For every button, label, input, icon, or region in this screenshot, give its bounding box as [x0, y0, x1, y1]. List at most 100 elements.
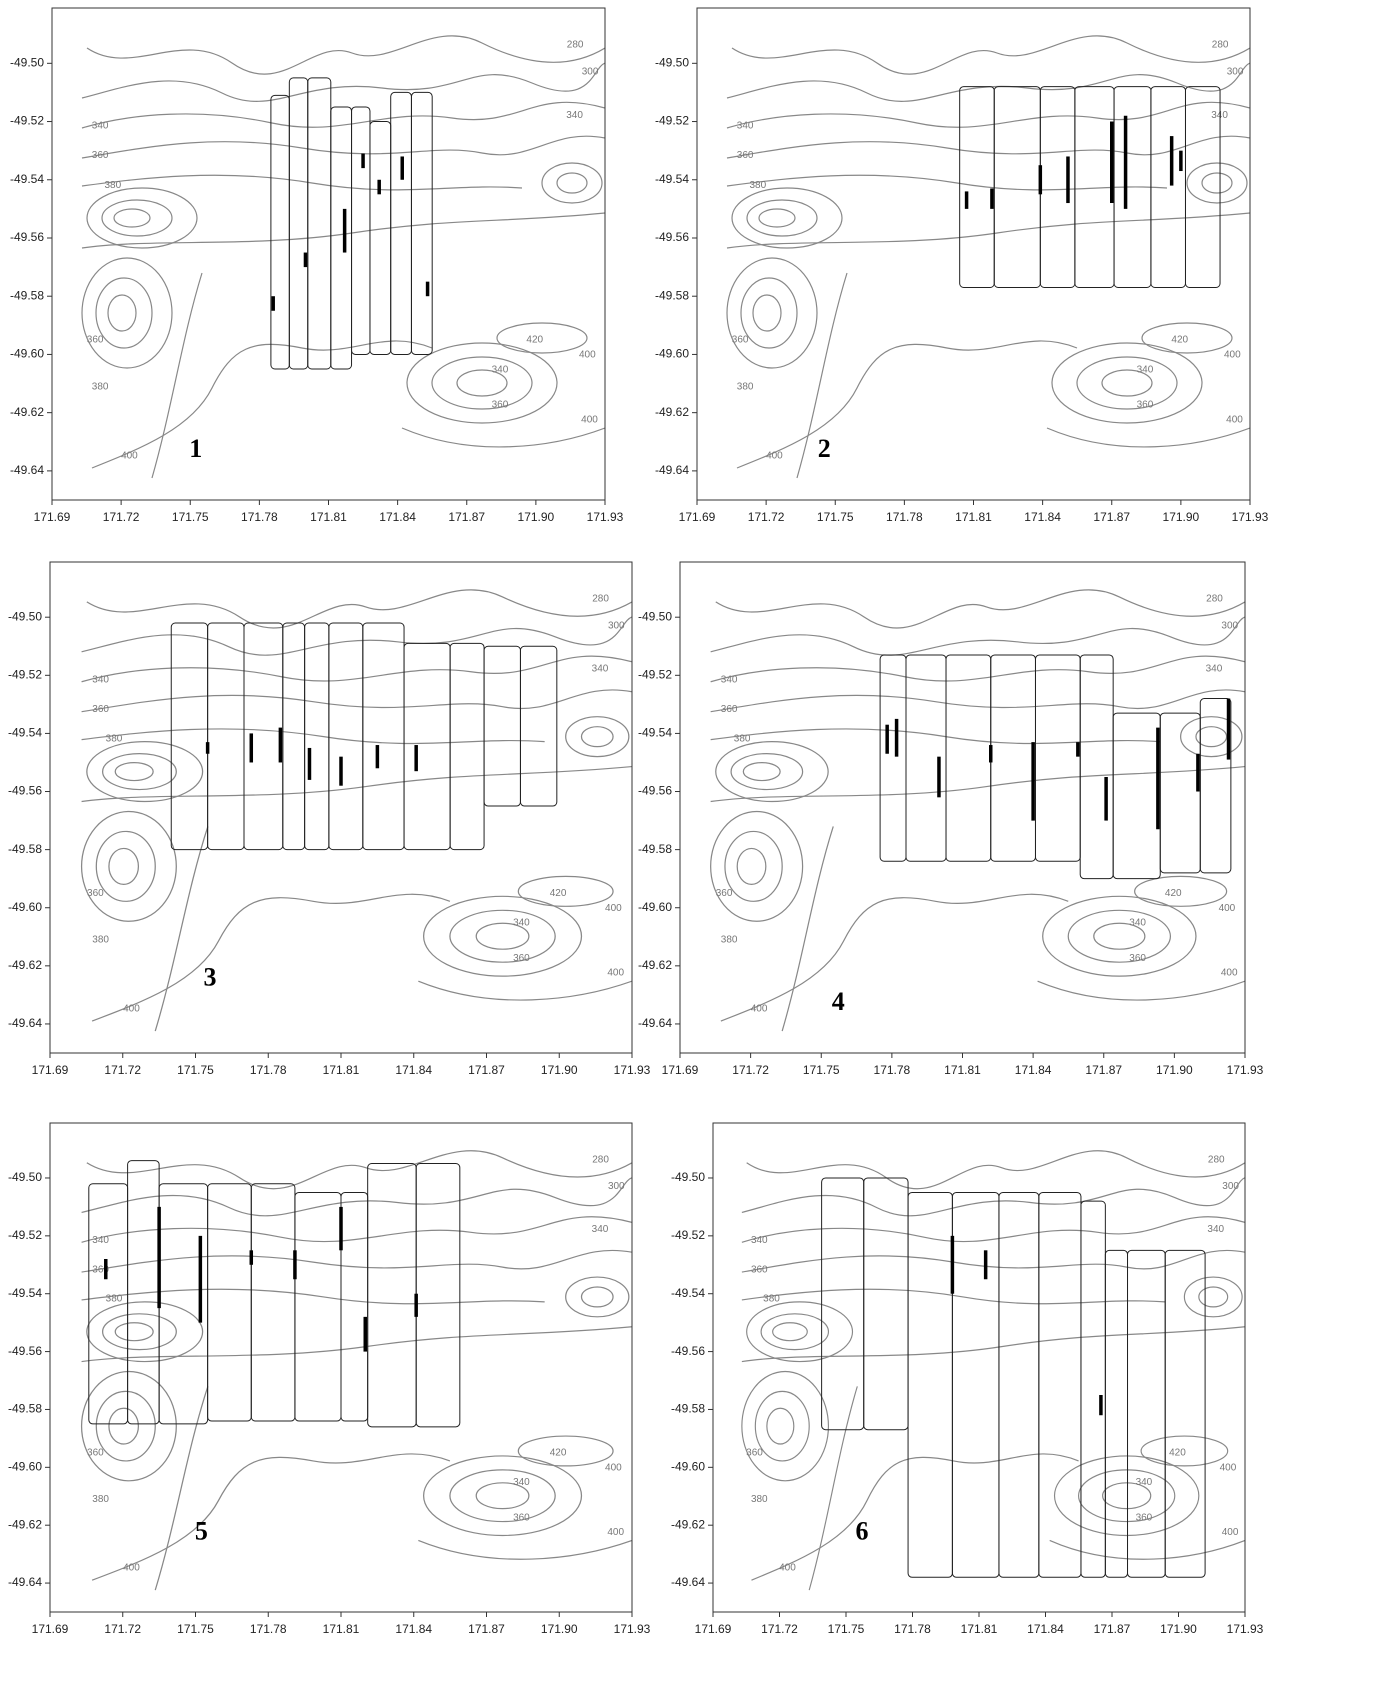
contour-label: 340	[92, 121, 109, 132]
contour-background	[80, 1150, 632, 1591]
contour-label: 340	[592, 664, 609, 675]
contour-label: 300	[1221, 620, 1238, 631]
map-panel: 280 300 340 360 380 360 380 400 340 420 400 340 360 4…	[8, 1122, 651, 1636]
x-tick-label: 171.87	[468, 1622, 505, 1636]
contour-label: 300	[1222, 1181, 1239, 1192]
contour-label: 340	[566, 110, 583, 121]
contour-label: 400	[779, 1563, 796, 1574]
x-tick-label: 171.87	[1093, 510, 1130, 524]
y-tick-label: -49.62	[8, 958, 42, 972]
x-tick-label: 171.75	[803, 1063, 840, 1077]
y-tick-label: -49.54	[8, 1286, 42, 1300]
y-tick-label: -49.56	[8, 784, 42, 798]
x-tick-label: 171.72	[748, 510, 785, 524]
contour-label: 400	[1221, 968, 1238, 979]
y-tick-label: -49.50	[8, 609, 42, 623]
survey-swath	[362, 622, 405, 851]
y-tick-label: -49.58	[8, 1402, 42, 1416]
y-tick-label: -49.50	[8, 1170, 42, 1184]
y-tick-label: -49.64	[8, 1575, 42, 1589]
x-tick-label: 171.84	[1015, 1063, 1052, 1077]
y-tick-label: -49.60	[655, 347, 689, 361]
x-tick-label: 171.75	[172, 510, 209, 524]
y-tick-label: -49.56	[10, 230, 44, 244]
contour-label: 360	[92, 704, 109, 715]
contour-label: 380	[104, 180, 121, 191]
survey-swath	[483, 645, 521, 807]
y-tick-label: -49.52	[8, 1228, 42, 1242]
contour-label: 420	[1165, 888, 1182, 899]
contour-label: 360	[737, 150, 754, 161]
survey-swath	[1164, 1249, 1206, 1578]
y-tick-label: -49.50	[638, 609, 672, 623]
x-tick-label: 171.84	[379, 510, 416, 524]
contour-label: 340	[513, 1477, 530, 1488]
contour-label: 400	[123, 1003, 140, 1014]
y-tick-label: -49.52	[8, 667, 42, 681]
survey-swath	[390, 91, 412, 355]
contour-label: 380	[92, 381, 109, 392]
contour-label: 400	[123, 1563, 140, 1574]
x-tick-label: 171.69	[32, 1063, 69, 1077]
survey-swath	[1034, 654, 1081, 862]
survey-swath	[282, 622, 306, 851]
contour-label: 400	[1226, 414, 1243, 425]
x-tick-label: 171.93	[587, 510, 624, 524]
x-tick-label: 171.69	[695, 1622, 732, 1636]
contour-label: 360	[87, 335, 104, 346]
x-tick-label: 171.87	[468, 1063, 505, 1077]
survey-swath	[330, 106, 353, 370]
contour-background	[81, 35, 605, 479]
x-tick-label: 171.87	[1094, 1622, 1131, 1636]
contour-label: 380	[763, 1294, 780, 1305]
y-tick-label: -49.58	[638, 842, 672, 856]
contour-label: 380	[734, 733, 751, 744]
contour-label: 360	[1137, 400, 1154, 411]
contour-label: 340	[592, 1224, 609, 1235]
x-tick-label: 171.81	[323, 1063, 360, 1077]
contour-label: 340	[1136, 1477, 1153, 1488]
contour-label: 380	[92, 1494, 109, 1505]
contour-label: 400	[1222, 1527, 1239, 1538]
contour-label: 360	[492, 400, 509, 411]
contour-label: 360	[87, 888, 104, 899]
y-tick-label: -49.62	[655, 405, 689, 419]
x-tick-label: 171.81	[310, 510, 347, 524]
x-tick-label: 171.75	[177, 1063, 214, 1077]
contour-label: 420	[1171, 335, 1188, 346]
y-tick-label: -49.56	[638, 784, 672, 798]
y-tick-label: -49.60	[671, 1459, 705, 1473]
panel-number: 6	[855, 1517, 868, 1546]
contour-label: 340	[737, 121, 754, 132]
survey-swath	[1184, 86, 1221, 288]
contour-label: 340	[92, 674, 109, 685]
survey-swath	[340, 1191, 369, 1422]
x-tick-label: 171.69	[662, 1063, 699, 1077]
contour-label: 420	[1169, 1448, 1186, 1459]
survey-swath	[1038, 1191, 1082, 1578]
contour-label: 380	[721, 935, 738, 946]
survey-swath	[879, 654, 907, 862]
contour-label: 340	[721, 674, 738, 685]
x-tick-label: 171.90	[541, 1622, 578, 1636]
survey-swath	[170, 622, 209, 851]
contour-label: 360	[513, 953, 530, 964]
y-tick-label: -49.64	[638, 1016, 672, 1030]
x-tick-label: 171.84	[1024, 510, 1061, 524]
survey-swath	[250, 1183, 296, 1422]
contour-label: 360	[716, 888, 733, 899]
x-tick-label: 171.81	[955, 510, 992, 524]
survey-swath	[1079, 654, 1114, 880]
panel-number: 4	[832, 987, 845, 1016]
contour-label: 340	[513, 918, 530, 929]
plot-frame	[696, 7, 1251, 501]
contour-background	[710, 589, 1245, 1032]
contour-label: 300	[582, 67, 599, 78]
panel-number: 1	[189, 434, 202, 463]
x-tick-label: 171.87	[1085, 1063, 1122, 1077]
plot-frame	[51, 7, 606, 501]
contour-label: 380	[751, 1494, 768, 1505]
x-tick-label: 171.72	[104, 1622, 141, 1636]
x-tick-label: 171.69	[32, 1622, 69, 1636]
survey-swath	[328, 622, 364, 851]
